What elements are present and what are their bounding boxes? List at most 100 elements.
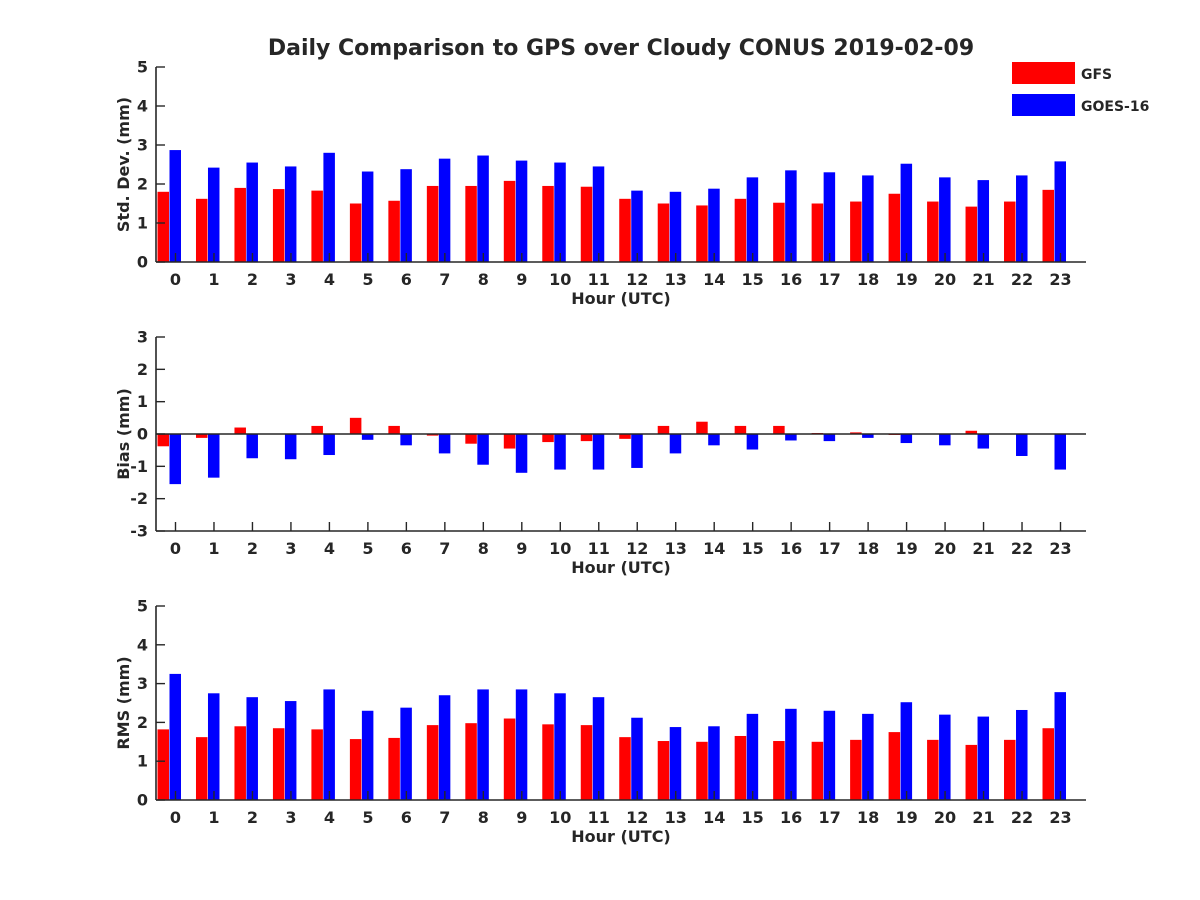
rms-bar-goes16-19 [900, 702, 913, 800]
std-dev-bar-goes16-22 [1016, 175, 1028, 262]
rms-bar-gfs-16 [773, 741, 785, 800]
std-dev-y-tick-label: 0 [137, 253, 148, 272]
legend: GFS GOES-16 [1012, 62, 1149, 116]
std-dev-x-tick-label: 20 [934, 270, 956, 289]
rms-x-tick-label: 16 [780, 808, 802, 827]
rms-x-tick-label: 23 [1049, 808, 1071, 827]
std-dev-x-tick-label: 11 [588, 270, 610, 289]
rms-bar-gfs-13 [657, 741, 670, 800]
rms-bar-goes16-10 [554, 693, 566, 800]
bias-x-tick-label: 15 [742, 539, 764, 558]
std-dev-bar-gfs-12 [619, 198, 631, 262]
bias-x-tick-label: 10 [549, 539, 571, 558]
std-dev-x-tick-label: 23 [1049, 270, 1071, 289]
rms-x-tick-label: 18 [857, 808, 879, 827]
bias-x-tick-label: 20 [934, 539, 956, 558]
rms-bar-goes16-23 [1054, 692, 1066, 800]
std-dev-bar-gfs-16 [773, 202, 785, 262]
std-dev-bar-goes16-15 [746, 177, 759, 262]
rms-x-tick-label: 22 [1011, 808, 1033, 827]
bias-x-tick-label: 11 [588, 539, 610, 558]
bias-bar-goes16-17 [823, 434, 836, 442]
rms-x-tick-label: 17 [818, 808, 840, 827]
bias-bar-gfs-4 [311, 425, 323, 434]
bias-y-tick-label: -1 [130, 457, 148, 476]
std-dev-x-tick-label: 8 [478, 270, 489, 289]
std-dev-x-tick-label: 12 [626, 270, 648, 289]
std-dev-x-tick-label: 7 [439, 270, 450, 289]
rms-bar-goes16-14 [708, 726, 720, 800]
bias-bar-gfs-1 [195, 434, 208, 438]
rms-y-tick-label: 0 [137, 791, 148, 810]
std-dev-bar-gfs-19 [888, 193, 901, 262]
rms-bar-goes16-8 [477, 689, 489, 800]
bias-y-tick-label: 2 [137, 360, 148, 379]
std-dev-x-tick-label: 18 [857, 270, 879, 289]
rms-bar-goes16-0 [169, 673, 181, 800]
std-dev-x-tick-label: 15 [742, 270, 764, 289]
std-dev-x-tick-label: 22 [1011, 270, 1033, 289]
std-dev-bar-gfs-20 [927, 201, 939, 262]
std-dev-x-tick-label: 13 [665, 270, 687, 289]
rms-x-tick-label: 6 [401, 808, 412, 827]
bias-x-tick-label: 9 [516, 539, 527, 558]
bias-bar-goes16-21 [977, 434, 990, 449]
bias-x-tick-label: 18 [857, 539, 879, 558]
std-dev-bar-gfs-2 [234, 187, 246, 262]
bias-bar-gfs-21 [965, 430, 978, 434]
rms-x-tick-label: 0 [170, 808, 181, 827]
bias-bar-gfs-2 [234, 427, 246, 434]
bias-bar-gfs-7 [426, 434, 439, 436]
rms-bar-gfs-15 [734, 735, 747, 800]
rms-bar-gfs-0 [157, 729, 169, 800]
bias-bar-goes16-6 [400, 434, 412, 446]
std-dev-bar-gfs-5 [349, 203, 362, 262]
bias-bar-goes16-23 [1054, 434, 1066, 470]
bias-x-tick-label: 6 [401, 539, 412, 558]
rms-bar-gfs-22 [1004, 739, 1016, 800]
legend-swatch-goes16 [1012, 94, 1075, 116]
rms-bar-gfs-5 [349, 739, 362, 800]
std-dev-bar-goes16-23 [1054, 161, 1066, 262]
bias-x-tick-label: 16 [780, 539, 802, 558]
rms-bar-goes16-12 [631, 717, 643, 800]
bias-bar-gfs-12 [619, 434, 631, 439]
rms-bar-gfs-19 [888, 732, 901, 800]
bias-bar-gfs-9 [503, 434, 516, 449]
bias-bar-gfs-11 [580, 434, 593, 442]
rms-bar-gfs-14 [696, 741, 708, 800]
std-dev-bar-goes16-5 [361, 171, 374, 262]
rms-y-axis-label: RMS (mm) [114, 656, 133, 749]
rms-bar-gfs-7 [426, 725, 439, 800]
rms-x-tick-label: 19 [895, 808, 917, 827]
bias-bar-goes16-11 [592, 434, 605, 470]
rms-y-tick-label: 4 [137, 635, 148, 654]
rms-bar-gfs-6 [388, 737, 400, 800]
std-dev-y-tick-label: 2 [137, 175, 148, 194]
rms-x-tick-label: 13 [665, 808, 687, 827]
bias-x-tick-label: 21 [972, 539, 994, 558]
std-dev-bar-goes16-2 [246, 162, 258, 262]
bias-bar-goes16-3 [284, 434, 297, 460]
rms-bar-goes16-4 [323, 689, 335, 800]
bias-bar-gfs-0 [157, 434, 169, 447]
bias-bar-gfs-14 [696, 421, 708, 434]
bias-bar-goes16-14 [708, 434, 720, 446]
bias-x-tick-label: 19 [895, 539, 917, 558]
bias-x-tick-label: 17 [818, 539, 840, 558]
rms-bar-gfs-23 [1042, 728, 1054, 800]
rms-x-tick-label: 15 [742, 808, 764, 827]
rms-x-tick-label: 8 [478, 808, 489, 827]
rms-bar-goes16-18 [862, 713, 874, 800]
rms-bar-goes16-21 [977, 716, 990, 800]
bias-bar-goes16-13 [669, 434, 682, 454]
bias-bar-goes16-4 [323, 434, 335, 456]
std-dev-x-tick-label: 10 [549, 270, 571, 289]
rms-bar-gfs-2 [234, 726, 246, 800]
bias-x-axis-label: Hour (UTC) [571, 558, 671, 577]
bias-x-tick-label: 1 [208, 539, 219, 558]
rms-x-tick-label: 21 [972, 808, 994, 827]
